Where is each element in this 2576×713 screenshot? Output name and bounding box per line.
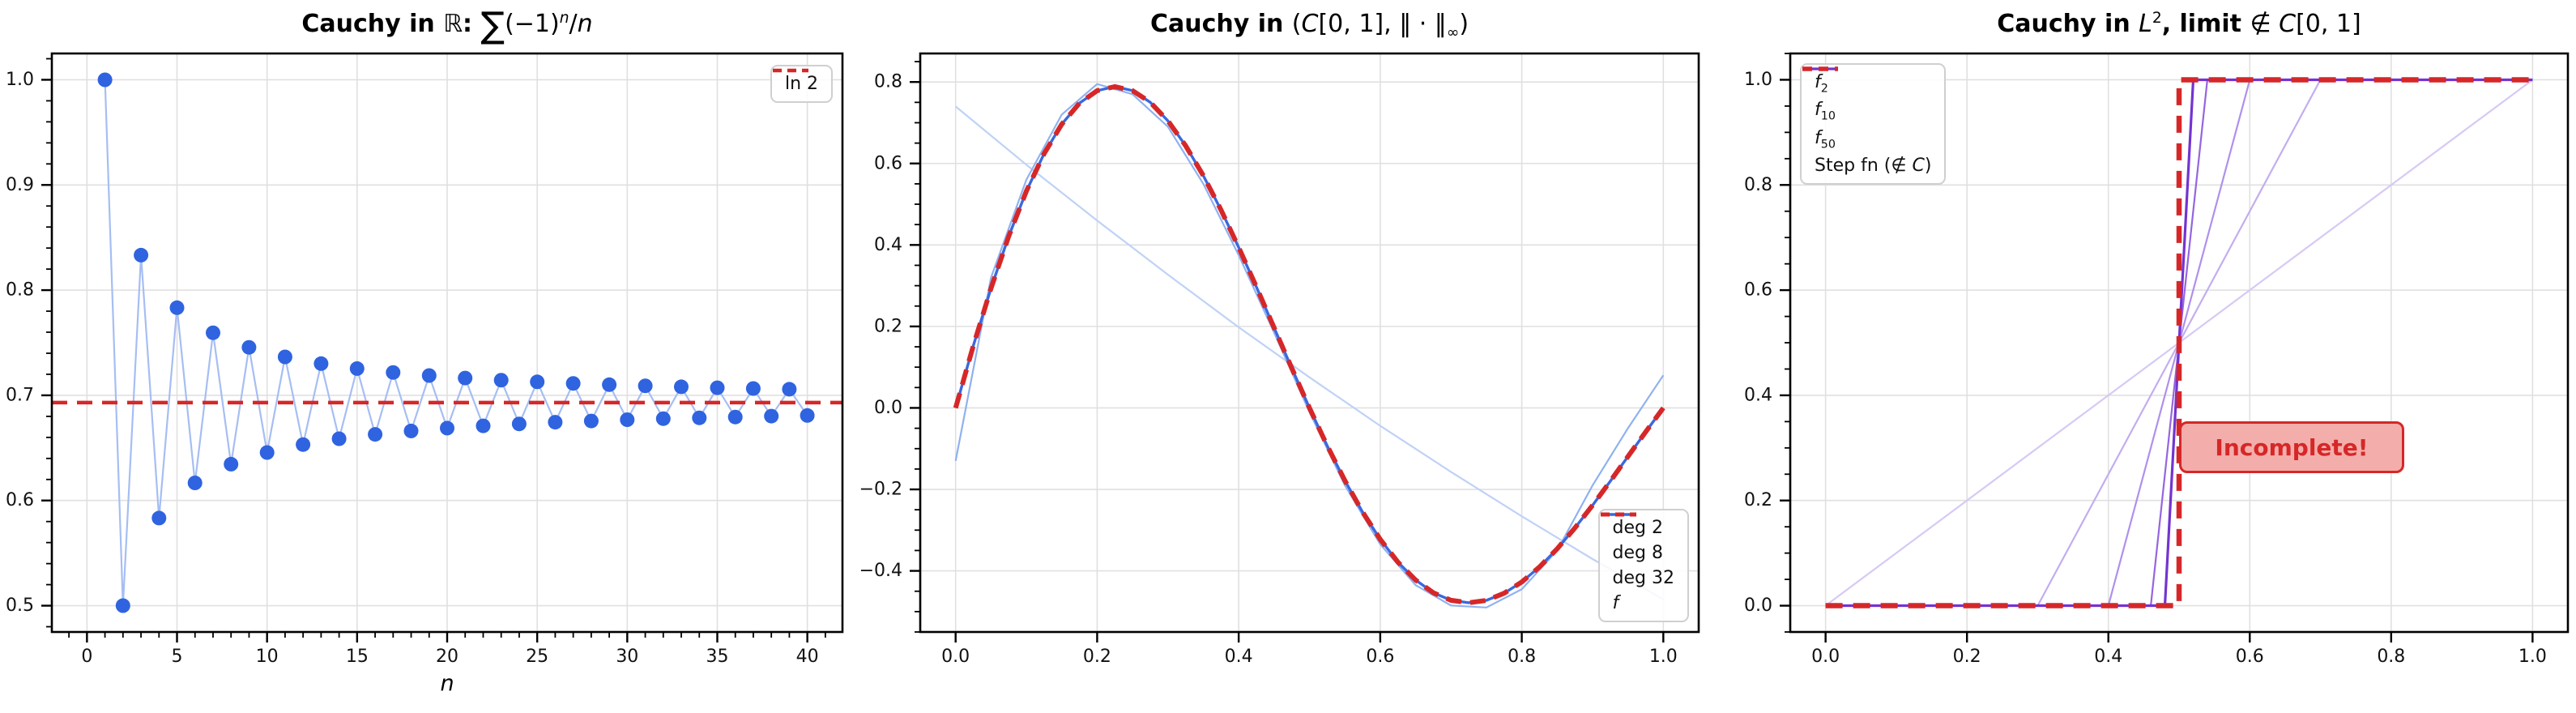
x-tick-label: 20 [436, 647, 458, 667]
x-tick-label: 0.4 [2094, 647, 2122, 667]
x-tick-label: 0 [81, 647, 92, 667]
chart-title-cauchy-in-c01-supnorm: Cauchy in (C[0, 1], ‖ · ‖∞) [1149, 10, 1469, 41]
legend-swatch-line [772, 68, 808, 73]
chart-cauchy-in-c01-supnorm: 0.0 0.2 0.4 0.6 0.8 1.0 −0.4 −0.2 0.0 0.2 0.4 0.6 0.… [859, 52, 1700, 667]
legend-entry: deg 32 [1600, 513, 1674, 588]
legend-label: f2 [1815, 72, 1828, 96]
ticks-cauchy-in-l2: 0.0 0.2 0.4 0.6 0.8 1.0 0.0 0.2 0.4 0.6 0.8 1.0 [1744, 53, 2547, 667]
legend-label: Step fn (∉ C) [1815, 156, 1932, 177]
x-tick-label: 1.0 [2518, 647, 2547, 667]
x-tick-label: 35 [706, 647, 728, 667]
legend-entry: f2 [1802, 67, 1931, 96]
series-deg-2 [955, 105, 1664, 600]
series-partial-sums-line [104, 79, 808, 606]
chart-title-cauchy-in-l2: Cauchy in L2, limit ∉ C[0, 1] [1997, 10, 2361, 38]
x-tick-label: 0.0 [941, 647, 970, 667]
x-axis-label-cauchy-in-reals: n [440, 671, 454, 696]
y-tick-label: 0.7 [6, 385, 34, 405]
chart-title-cauchy-in-reals: Cauchy in ℝ: ∑(−1)n/n [301, 5, 593, 46]
legend-cauchy-in-c01-supnorm: deg 2 deg 8 deg 32 f [1597, 509, 1689, 622]
legend-entry: Step fn (∉ C) [1802, 66, 1932, 177]
x-tick-label: 10 [256, 647, 279, 667]
y-tick-label: 0.6 [874, 153, 902, 173]
series-step-fn [1825, 77, 2533, 608]
legend-label: ln 2 [784, 74, 818, 94]
series-deg-8 [954, 83, 1665, 608]
legend-entry: ln 2 [772, 68, 818, 94]
legend-entry: f [1600, 512, 1674, 613]
legend-swatch-line [1600, 512, 1636, 517]
legend-swatch-line [1802, 66, 1838, 71]
x-tick-label: 40 [796, 647, 819, 667]
chart-cauchy-in-reals: 0 5 10 15 20 25 30 35 40 0.5 0.6 0.7 0.8 0.9 1.0 [6, 52, 844, 667]
incomplete-annotation: Incomplete! [2179, 421, 2404, 473]
legend-entry: deg 2 [1600, 513, 1674, 538]
y-tick-label: 1.0 [1744, 70, 1772, 90]
y-tick-label: 0.6 [1744, 280, 1772, 301]
axes-spines-cauchy-in-c01-supnorm [919, 52, 1700, 634]
x-tick-label: 1.0 [1649, 647, 1678, 667]
legend-cauchy-in-l2: f2 f10 f50 Step fn (∉ C) [1800, 63, 1947, 186]
y-tick-label: 0.8 [874, 72, 902, 92]
y-tick-label: 0.8 [6, 280, 34, 301]
legend-entry: deg 8 [1600, 513, 1674, 563]
x-tick-label: 0.4 [1225, 647, 1253, 667]
y-tick-label: 0.6 [6, 490, 34, 510]
y-tick-label: 0.4 [874, 235, 902, 255]
x-tick-label: 0.8 [1508, 647, 1536, 667]
y-tick-label: 0.8 [1744, 175, 1772, 195]
x-tick-label: 25 [526, 647, 548, 667]
y-tick-label: −0.2 [859, 480, 902, 500]
y-tick-label: 0.9 [6, 175, 34, 195]
x-tick-label: 5 [172, 647, 183, 667]
legend-entry: f10 [1802, 67, 1931, 123]
ticks-cauchy-in-reals: 0 5 10 15 20 25 30 35 40 0.5 0.6 0.7 0.8 0.9 1.0 [6, 58, 826, 667]
ticks-cauchy-in-c01-supnorm: 0.0 0.2 0.4 0.6 0.8 1.0 −0.4 −0.2 0.0 0.2 0.4 0.6 0.… [859, 61, 1678, 667]
series-f-target [953, 83, 1665, 605]
x-tick-label: 15 [346, 647, 369, 667]
chart-cauchy-in-l2: 0.0 0.2 0.4 0.6 0.8 1.0 0.0 0.2 0.4 0.6 0.8 1.0 [1744, 52, 2570, 667]
legend-label: deg 32 [1612, 568, 1674, 588]
legend-label: deg 2 [1612, 518, 1664, 538]
grid-cauchy-in-c01-supnorm [920, 53, 1699, 632]
y-tick-label: 0.0 [1744, 596, 1772, 616]
legend-entry: f50 [1802, 67, 1931, 152]
y-tick-label: 1.0 [6, 70, 34, 90]
x-tick-label: 0.2 [1953, 647, 1981, 667]
grid-cauchy-in-reals [52, 53, 842, 632]
x-tick-label: 0.0 [1811, 647, 1840, 667]
legend-label: deg 8 [1612, 543, 1664, 563]
y-tick-label: 0.2 [874, 316, 902, 336]
y-tick-label: −0.4 [859, 561, 902, 581]
legend-label: f50 [1815, 127, 1836, 152]
y-tick-label: 0.2 [1744, 490, 1772, 510]
y-tick-label: 0.5 [6, 596, 34, 616]
legend-label: f10 [1815, 100, 1836, 123]
y-tick-label: 0.0 [874, 398, 902, 418]
legend-cauchy-in-reals: ln 2 [770, 65, 833, 103]
x-tick-label: 0.2 [1083, 647, 1111, 667]
x-tick-label: 0.8 [2377, 647, 2405, 667]
series-partial-sums-markers [97, 72, 815, 613]
x-tick-label: 30 [616, 647, 638, 667]
legend-label: f [1612, 593, 1619, 613]
x-tick-label: 0.6 [2236, 647, 2264, 667]
y-tick-label: 0.4 [1744, 385, 1772, 405]
x-tick-label: 0.6 [1366, 647, 1394, 667]
